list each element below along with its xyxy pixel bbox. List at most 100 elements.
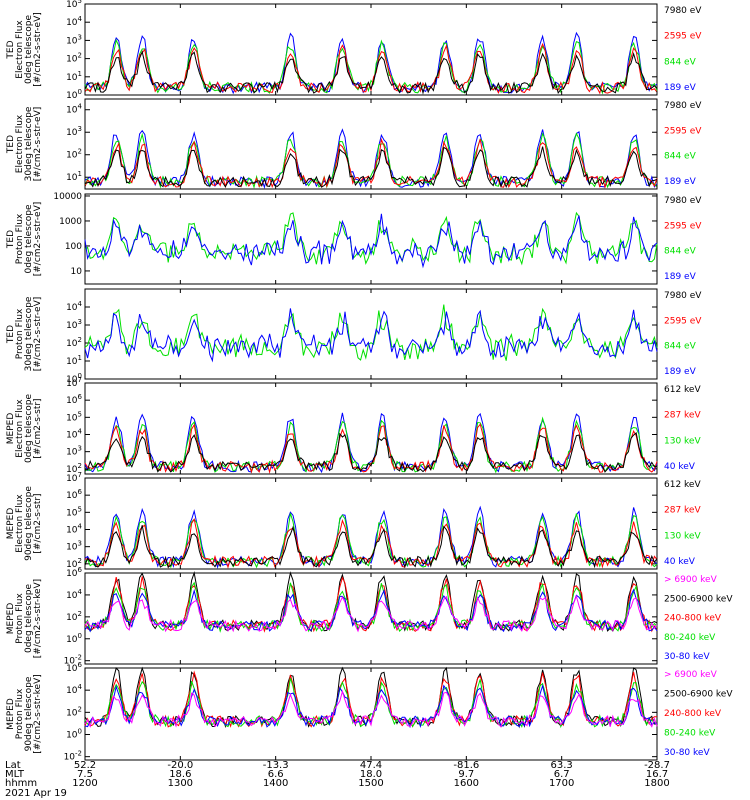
x-tick-label-lat: -28.7 — [644, 760, 670, 771]
legend-entry: 240-800 keV — [664, 614, 722, 624]
series-blue-trace — [84, 683, 658, 729]
y-axis-label: [#/cm2-s-str] — [33, 398, 43, 458]
tick-exponent: 7 — [78, 471, 82, 479]
legend-entry: 7980 eV — [664, 6, 702, 16]
tick-base: 10 — [66, 591, 78, 601]
tick-exponent: 0 — [78, 88, 82, 96]
y-axis-label: Proton Flux — [15, 308, 25, 359]
tick-base: 10 — [66, 569, 78, 579]
legend-entry: 2595 eV — [664, 32, 702, 42]
legend-entry: 130 keV — [664, 531, 701, 541]
y-axis-label: Electron Flux — [15, 114, 25, 173]
tick-exponent: 6 — [78, 661, 83, 669]
y-tick-label: 102 — [66, 336, 82, 349]
series-blue-trace — [84, 213, 658, 269]
series-green-trace — [84, 38, 658, 95]
legend-entry: 2595 eV — [664, 316, 702, 326]
tick-base: 10 — [66, 448, 78, 458]
y-tick-label: 106 — [66, 393, 82, 406]
y-tick-label: 105 — [66, 0, 82, 10]
y-tick-label: 104 — [66, 15, 82, 28]
y-axis-label: [#/cm2-s-str-keV] — [33, 579, 43, 658]
tick-exponent: 5 — [78, 0, 82, 5]
series-green-trace — [84, 304, 658, 361]
tick-base: 10 — [66, 613, 78, 623]
y-tick-label: 100 — [66, 632, 82, 645]
tick-base: 10 — [66, 396, 78, 406]
y-tick-label: 103 — [66, 540, 82, 553]
y-tick-label: 104 — [66, 300, 82, 313]
y-tick-label: 107 — [66, 471, 82, 484]
x-tick-label-lat: 47.4 — [360, 760, 382, 771]
tick-base: 10 — [66, 151, 78, 161]
tick-base: 10 — [66, 379, 78, 389]
y-tick-label: 106 — [66, 488, 82, 501]
legend-entry: > 6900 keV — [664, 670, 718, 680]
y-tick-label: 10 — [71, 267, 83, 277]
legend-entry: 287 keV — [664, 506, 701, 516]
y-tick-label: 10000 — [53, 192, 82, 202]
legend-entry: 189 eV — [664, 367, 697, 377]
y-tick-label: 103 — [66, 318, 82, 331]
legend-entry: 30-80 keV — [664, 652, 710, 662]
tick-exponent: 1 — [78, 70, 82, 78]
tick-base: 10 — [66, 508, 78, 518]
y-tick-label: 102 — [66, 462, 82, 475]
legend-entry: 2500-6900 keV — [664, 690, 733, 700]
panel-3: 10 100 1000 10000 TED Proton Flux 0deg telesco… — [6, 192, 702, 285]
y-axis-label: MEPED — [6, 698, 16, 730]
x-tick-label-hhmm: 1200 — [72, 778, 97, 789]
y-tick-label: 104 — [66, 427, 82, 440]
tick-exponent: 4 — [78, 103, 83, 111]
x-tick-label-mlt: 18.0 — [360, 769, 382, 780]
y-tick-label: 105 — [66, 410, 82, 423]
legend-entry: 189 eV — [664, 177, 697, 187]
tick-base: 10 — [66, 430, 78, 440]
plot-frame — [84, 477, 658, 570]
tick-exponent: 2 — [78, 148, 82, 156]
tick-exponent: 2 — [78, 462, 82, 470]
legend-entry: 2500-6900 keV — [664, 594, 733, 604]
x-tick-label-hhmm: 1500 — [358, 778, 383, 789]
y-tick-label: 102 — [66, 610, 82, 623]
tick-exponent: 4 — [78, 300, 83, 308]
tick-exponent: 3 — [78, 125, 82, 133]
tick-base: 10 — [66, 730, 78, 740]
y-tick-label: 105 — [66, 505, 82, 518]
series-red-trace — [84, 423, 658, 474]
x-row-label: hhmm — [5, 778, 37, 789]
y-tick-label: 104 — [66, 588, 82, 601]
legend-entry: 7980 eV — [664, 196, 702, 206]
legend-entry: 240-800 keV — [664, 709, 722, 719]
legend-entry: 2595 eV — [664, 221, 702, 231]
tick-exponent: 2 — [78, 336, 82, 344]
tick-base: 10 — [66, 357, 78, 367]
x-tick-label-mlt: 7.5 — [77, 769, 93, 780]
y-axis-label: [#/cm2-s-str-eV] — [33, 297, 43, 372]
y-axis-label: [#/cm2-s-str-keV] — [33, 674, 43, 753]
y-axis-label: MEPED — [6, 413, 16, 445]
tick-base: 10 — [66, 128, 78, 138]
tick-exponent: 2 — [78, 610, 82, 618]
y-axis-label: TED — [6, 40, 16, 59]
tick-base: 10 — [66, 339, 78, 349]
legend-entry: 844 eV — [664, 152, 697, 162]
tick-base: 10 — [66, 708, 78, 718]
y-tick-label: 106 — [66, 661, 82, 674]
legend-entry: 40 keV — [664, 557, 696, 567]
y-axis-label: Electron Flux — [15, 20, 25, 79]
y-axis-label: 0deg telescope — [24, 204, 34, 274]
y-tick-label: 102 — [66, 148, 82, 161]
tick-exponent: 6 — [78, 393, 83, 401]
legend-entry: 612 keV — [664, 480, 701, 490]
y-axis-label: 0deg telescope — [24, 394, 34, 464]
y-axis-label: TED — [6, 135, 16, 154]
y-axis-label: Proton Flux — [15, 688, 25, 739]
y-tick-label: 102 — [66, 52, 82, 65]
tick-base: 10 — [66, 0, 78, 10]
y-axis-label: TED — [6, 325, 16, 344]
